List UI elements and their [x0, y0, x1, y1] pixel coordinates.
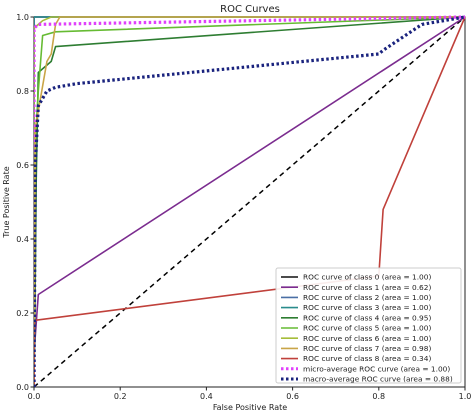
- x-tick-label: 0.2: [114, 392, 127, 401]
- legend-entry-label: ROC curve of class 1 (area = 0.62): [303, 283, 431, 292]
- legend-entry-label: ROC curve of class 6 (area = 1.00): [303, 334, 431, 343]
- x-tick-label: 0.4: [200, 392, 213, 401]
- legend-entry-label: ROC curve of class 5 (area = 1.00): [303, 324, 431, 333]
- legend-box: [275, 267, 462, 384]
- legend-entry-label: ROC curve of class 2 (area = 1.00): [303, 293, 431, 302]
- legend-entry-label: micro-average ROC curve (area = 1.00): [303, 364, 450, 373]
- y-tick-label: 0.0: [16, 383, 29, 392]
- y-axis-label: True Positive Rate: [2, 166, 11, 238]
- x-tick-label: 0.0: [28, 392, 41, 401]
- roc-curve-series-9: [34, 15, 466, 387]
- roc-curve-series-5: [34, 16, 466, 387]
- legend: ROC curve of class 0 (area = 1.00)ROC cu…: [275, 267, 462, 384]
- chart-title: ROC Curves: [220, 4, 280, 15]
- legend-entry-label: ROC curve of class 8 (area = 0.34): [303, 354, 431, 363]
- legend-entry-label: ROC curve of class 0 (area = 1.00): [303, 273, 431, 282]
- chance-diagonal-line: [34, 16, 466, 388]
- roc-curve-series-10: [34, 15, 466, 388]
- x-tick-label: 0.6: [286, 392, 299, 401]
- y-tick-label: 0.2: [16, 309, 29, 318]
- legend-entry-label: ROC curve of class 4 (area = 0.95): [303, 313, 431, 322]
- legend-entry-label: ROC curve of class 3 (area = 1.00): [303, 303, 431, 312]
- y-tick-label: 0.4: [16, 235, 29, 244]
- y-tick-label: 0.6: [16, 161, 29, 170]
- y-tick-label: 1.0: [16, 13, 29, 22]
- legend-entry-label: macro-average ROC curve (area = 0.88): [303, 375, 453, 384]
- x-tick-label: 1.0: [459, 392, 472, 401]
- legend-entry-label: ROC curve of class 7 (area = 0.98): [303, 344, 431, 353]
- axis-layer: 0.0 0.2 0.4 0.6 0.8 1.0 0.0 0.2 0.4 0.6 0.8 1.0: [16, 13, 471, 401]
- x-axis-label: False Positive Rate: [213, 403, 287, 412]
- x-tick-label: 0.8: [372, 392, 385, 401]
- roc-curve-series-1: [34, 16, 466, 387]
- y-tick-label: 0.8: [16, 87, 29, 96]
